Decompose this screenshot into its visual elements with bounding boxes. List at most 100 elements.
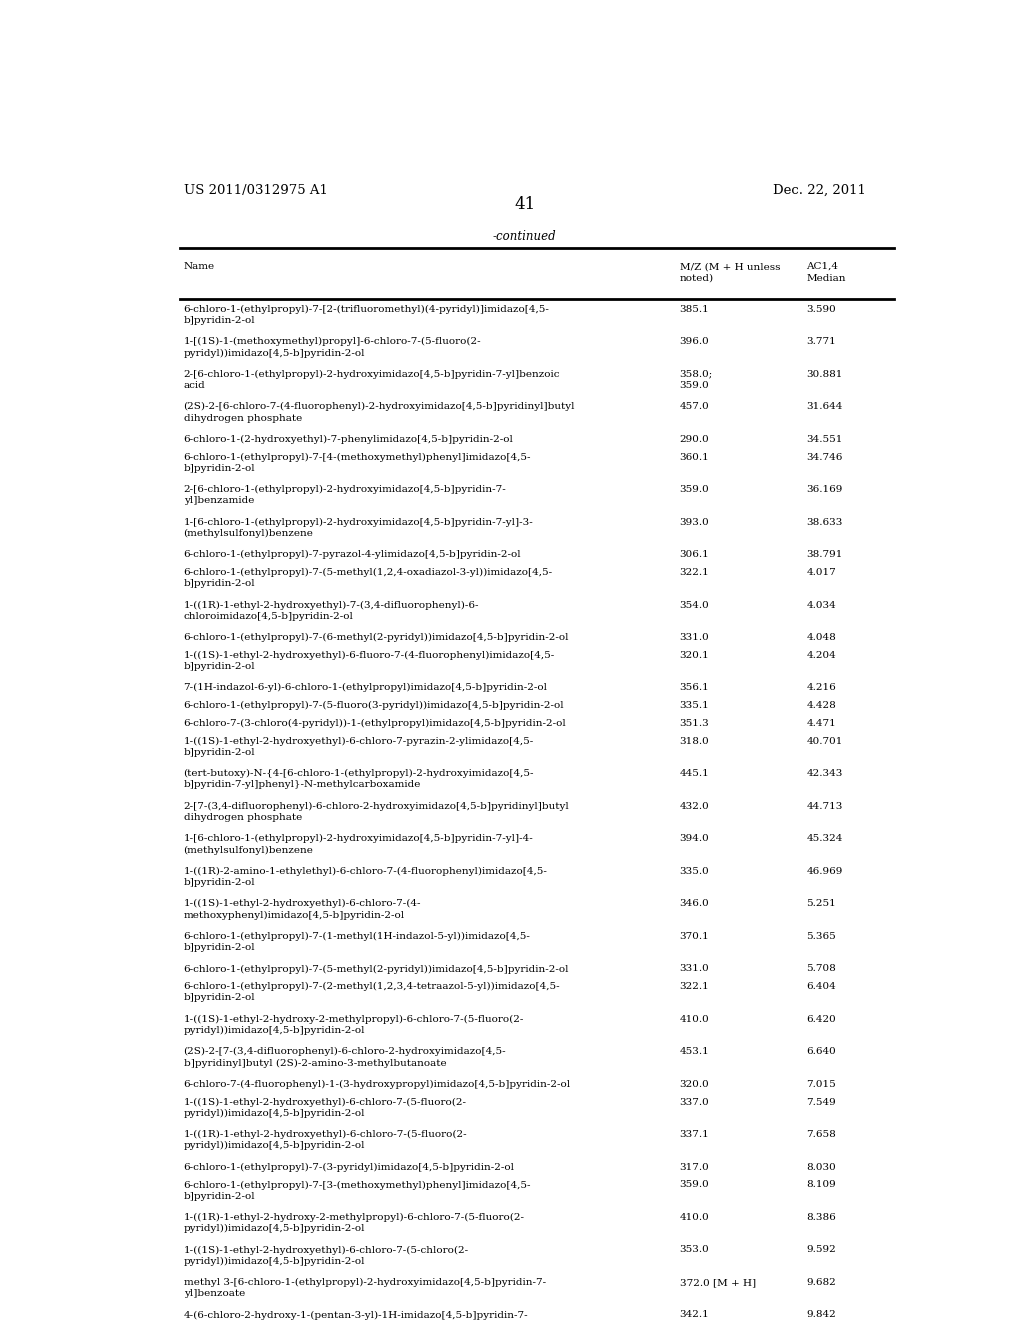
Text: 7-(1H-indazol-6-yl)-6-chloro-1-(ethylpropyl)imidazo[4,5-b]pyridin-2-ol: 7-(1H-indazol-6-yl)-6-chloro-1-(ethylpro… (183, 684, 548, 693)
Text: 1-((1S)-1-ethyl-2-hydroxyethyl)-6-chloro-7-(4-
methoxyphenyl)imidazo[4,5-b]pyrid: 1-((1S)-1-ethyl-2-hydroxyethyl)-6-chloro… (183, 899, 421, 920)
Text: 394.0: 394.0 (680, 834, 710, 843)
Text: 1-[6-chloro-1-(ethylpropyl)-2-hydroxyimidazo[4,5-b]pyridin-7-yl]-4-
(methylsulfo: 1-[6-chloro-1-(ethylpropyl)-2-hydroxyimi… (183, 834, 534, 854)
Text: 9.682: 9.682 (807, 1278, 837, 1287)
Text: 6-chloro-1-(ethylpropyl)-7-(3-pyridyl)imidazo[4,5-b]pyridin-2-ol: 6-chloro-1-(ethylpropyl)-7-(3-pyridyl)im… (183, 1163, 514, 1172)
Text: 6-chloro-1-(ethylpropyl)-7-[3-(methoxymethyl)phenyl]imidazo[4,5-
b]pyridin-2-ol: 6-chloro-1-(ethylpropyl)-7-[3-(methoxyme… (183, 1180, 531, 1201)
Text: 396.0: 396.0 (680, 338, 710, 346)
Text: 36.169: 36.169 (807, 486, 843, 494)
Text: 6-chloro-1-(ethylpropyl)-7-(5-fluoro(3-pyridyl))imidazo[4,5-b]pyridin-2-ol: 6-chloro-1-(ethylpropyl)-7-(5-fluoro(3-p… (183, 701, 564, 710)
Text: 342.1: 342.1 (680, 1311, 710, 1320)
Text: (2S)-2-[6-chloro-7-(4-fluorophenyl)-2-hydroxyimidazo[4,5-b]pyridinyl]butyl
dihyd: (2S)-2-[6-chloro-7-(4-fluorophenyl)-2-hy… (183, 403, 575, 422)
Text: 3.590: 3.590 (807, 305, 837, 314)
Text: 4.471: 4.471 (807, 719, 837, 727)
Text: 44.713: 44.713 (807, 801, 843, 810)
Text: 335.1: 335.1 (680, 701, 710, 710)
Text: 320.1: 320.1 (680, 651, 710, 660)
Text: 372.0 [M + H]: 372.0 [M + H] (680, 1278, 756, 1287)
Text: 6-chloro-1-(ethylpropyl)-7-[2-(trifluoromethyl)(4-pyridyl)]imidazo[4,5-
b]pyridi: 6-chloro-1-(ethylpropyl)-7-[2-(trifluoro… (183, 305, 550, 325)
Text: 6.420: 6.420 (807, 1015, 837, 1024)
Text: 6-chloro-1-(ethylpropyl)-7-(5-methyl(1,2,4-oxadiazol-3-yl))imidazo[4,5-
b]pyridi: 6-chloro-1-(ethylpropyl)-7-(5-methyl(1,2… (183, 568, 553, 589)
Text: 335.0: 335.0 (680, 867, 710, 876)
Text: 5.251: 5.251 (807, 899, 837, 908)
Text: 38.633: 38.633 (807, 517, 843, 527)
Text: 5.708: 5.708 (807, 965, 837, 973)
Text: 2-[7-(3,4-difluorophenyl)-6-chloro-2-hydroxyimidazo[4,5-b]pyridinyl]butyl
dihydr: 2-[7-(3,4-difluorophenyl)-6-chloro-2-hyd… (183, 801, 569, 822)
Text: 6.640: 6.640 (807, 1047, 837, 1056)
Text: (2S)-2-[7-(3,4-difluorophenyl)-6-chloro-2-hydroxyimidazo[4,5-
b]pyridinyl]butyl : (2S)-2-[7-(3,4-difluorophenyl)-6-chloro-… (183, 1047, 506, 1068)
Text: 356.1: 356.1 (680, 684, 710, 693)
Text: 1-((1S)-1-ethyl-2-hydroxyethyl)-6-chloro-7-(5-chloro(2-
pyridyl))imidazo[4,5-b]p: 1-((1S)-1-ethyl-2-hydroxyethyl)-6-chloro… (183, 1246, 469, 1266)
Text: -continued: -continued (493, 230, 557, 243)
Text: 4.034: 4.034 (807, 601, 837, 610)
Text: Dec. 22, 2011: Dec. 22, 2011 (773, 183, 866, 197)
Text: 432.0: 432.0 (680, 801, 710, 810)
Text: 7.658: 7.658 (807, 1130, 837, 1139)
Text: 6-chloro-1-(ethylpropyl)-7-[4-(methoxymethyl)phenyl]imidazo[4,5-
b]pyridin-2-ol: 6-chloro-1-(ethylpropyl)-7-[4-(methoxyme… (183, 453, 531, 473)
Text: 6-chloro-1-(ethylpropyl)-7-(2-methyl(1,2,3,4-tetraazol-5-yl))imidazo[4,5-
b]pyri: 6-chloro-1-(ethylpropyl)-7-(2-methyl(1,2… (183, 982, 560, 1002)
Text: 8.030: 8.030 (807, 1163, 837, 1172)
Text: 393.0: 393.0 (680, 517, 710, 527)
Text: 322.1: 322.1 (680, 568, 710, 577)
Text: AC1,4
Median: AC1,4 Median (807, 263, 846, 282)
Text: methyl 3-[6-chloro-1-(ethylpropyl)-2-hydroxyimidazo[4,5-b]pyridin-7-
yl]benzoate: methyl 3-[6-chloro-1-(ethylpropyl)-2-hyd… (183, 1278, 546, 1298)
Text: 34.746: 34.746 (807, 453, 843, 462)
Text: 1-((1R)-1-ethyl-2-hydroxyethyl)-7-(3,4-difluorophenyl)-6-
chloroimidazo[4,5-b]py: 1-((1R)-1-ethyl-2-hydroxyethyl)-7-(3,4-d… (183, 601, 479, 620)
Text: Name: Name (183, 263, 215, 271)
Text: 8.109: 8.109 (807, 1180, 837, 1189)
Text: 351.3: 351.3 (680, 719, 710, 727)
Text: 4.204: 4.204 (807, 651, 837, 660)
Text: 1-[6-chloro-1-(ethylpropyl)-2-hydroxyimidazo[4,5-b]pyridin-7-yl]-3-
(methylsulfo: 1-[6-chloro-1-(ethylpropyl)-2-hydroxyimi… (183, 517, 534, 539)
Text: 46.969: 46.969 (807, 867, 843, 876)
Text: 9.842: 9.842 (807, 1311, 837, 1320)
Text: 6-chloro-7-(3-chloro(4-pyridyl))-1-(ethylpropyl)imidazo[4,5-b]pyridin-2-ol: 6-chloro-7-(3-chloro(4-pyridyl))-1-(ethy… (183, 719, 566, 729)
Text: 410.0: 410.0 (680, 1213, 710, 1222)
Text: 1-((1R)-1-ethyl-2-hydroxyethyl)-6-chloro-7-(5-fluoro(2-
pyridyl))imidazo[4,5-b]p: 1-((1R)-1-ethyl-2-hydroxyethyl)-6-chloro… (183, 1130, 467, 1151)
Text: 1-((1S)-1-ethyl-2-hydroxyethyl)-6-chloro-7-(5-fluoro(2-
pyridyl))imidazo[4,5-b]p: 1-((1S)-1-ethyl-2-hydroxyethyl)-6-chloro… (183, 1097, 467, 1118)
Text: 1-((1S)-1-ethyl-2-hydroxy-2-methylpropyl)-6-chloro-7-(5-fluoro(2-
pyridyl))imida: 1-((1S)-1-ethyl-2-hydroxy-2-methylpropyl… (183, 1015, 524, 1035)
Text: 370.1: 370.1 (680, 932, 710, 941)
Text: 38.791: 38.791 (807, 550, 843, 560)
Text: 1-[(1S)-1-(methoxymethyl)propyl]-6-chloro-7-(5-fluoro(2-
pyridyl))imidazo[4,5-b]: 1-[(1S)-1-(methoxymethyl)propyl]-6-chlor… (183, 338, 481, 358)
Text: 331.0: 331.0 (680, 634, 710, 642)
Text: 4-(6-chloro-2-hydroxy-1-(pentan-3-yl)-1H-imidazo[4,5-b]pyridin-7-
yl)picolinitri: 4-(6-chloro-2-hydroxy-1-(pentan-3-yl)-1H… (183, 1311, 528, 1320)
Text: 322.1: 322.1 (680, 982, 710, 991)
Text: 6-chloro-1-(2-hydroxyethyl)-7-phenylimidazo[4,5-b]pyridin-2-ol: 6-chloro-1-(2-hydroxyethyl)-7-phenylimid… (183, 434, 513, 444)
Text: 1-((1R)-1-ethyl-2-hydroxy-2-methylpropyl)-6-chloro-7-(5-fluoro(2-
pyridyl))imida: 1-((1R)-1-ethyl-2-hydroxy-2-methylpropyl… (183, 1213, 524, 1233)
Text: 290.0: 290.0 (680, 434, 710, 444)
Text: 42.343: 42.343 (807, 770, 843, 779)
Text: 346.0: 346.0 (680, 899, 710, 908)
Text: 337.0: 337.0 (680, 1097, 710, 1106)
Text: 4.216: 4.216 (807, 684, 837, 693)
Text: 6.404: 6.404 (807, 982, 837, 991)
Text: 320.0: 320.0 (680, 1080, 710, 1089)
Text: 358.0;
359.0: 358.0; 359.0 (680, 370, 713, 389)
Text: 7.549: 7.549 (807, 1097, 837, 1106)
Text: 34.551: 34.551 (807, 434, 843, 444)
Text: 1-((1S)-1-ethyl-2-hydroxyethyl)-6-chloro-7-pyrazin-2-ylimidazo[4,5-
b]pyridin-2-: 1-((1S)-1-ethyl-2-hydroxyethyl)-6-chloro… (183, 737, 534, 756)
Text: 40.701: 40.701 (807, 737, 843, 746)
Text: 359.0: 359.0 (680, 486, 710, 494)
Text: 5.365: 5.365 (807, 932, 837, 941)
Text: 6-chloro-1-(ethylpropyl)-7-(6-methyl(2-pyridyl))imidazo[4,5-b]pyridin-2-ol: 6-chloro-1-(ethylpropyl)-7-(6-methyl(2-p… (183, 634, 569, 643)
Text: 360.1: 360.1 (680, 453, 710, 462)
Text: 6-chloro-1-(ethylpropyl)-7-(1-methyl(1H-indazol-5-yl))imidazo[4,5-
b]pyridin-2-o: 6-chloro-1-(ethylpropyl)-7-(1-methyl(1H-… (183, 932, 530, 952)
Text: 4.048: 4.048 (807, 634, 837, 642)
Text: 317.0: 317.0 (680, 1163, 710, 1172)
Text: 2-[6-chloro-1-(ethylpropyl)-2-hydroxyimidazo[4,5-b]pyridin-7-yl]benzoic
acid: 2-[6-chloro-1-(ethylpropyl)-2-hydroxyimi… (183, 370, 560, 389)
Text: 45.324: 45.324 (807, 834, 843, 843)
Text: US 2011/0312975 A1: US 2011/0312975 A1 (183, 183, 328, 197)
Text: 337.1: 337.1 (680, 1130, 710, 1139)
Text: (tert-butoxy)-N-{4-[6-chloro-1-(ethylpropyl)-2-hydroxyimidazo[4,5-
b]pyridin-7-y: (tert-butoxy)-N-{4-[6-chloro-1-(ethylpro… (183, 770, 535, 789)
Text: 1-((1S)-1-ethyl-2-hydroxyethyl)-6-fluoro-7-(4-fluorophenyl)imidazo[4,5-
b]pyridi: 1-((1S)-1-ethyl-2-hydroxyethyl)-6-fluoro… (183, 651, 555, 671)
Text: 331.0: 331.0 (680, 965, 710, 973)
Text: 7.015: 7.015 (807, 1080, 837, 1089)
Text: 6-chloro-7-(4-fluorophenyl)-1-(3-hydroxypropyl)imidazo[4,5-b]pyridin-2-ol: 6-chloro-7-(4-fluorophenyl)-1-(3-hydroxy… (183, 1080, 570, 1089)
Text: 3.771: 3.771 (807, 338, 837, 346)
Text: 359.0: 359.0 (680, 1180, 710, 1189)
Text: 453.1: 453.1 (680, 1047, 710, 1056)
Text: 4.017: 4.017 (807, 568, 837, 577)
Text: 4.428: 4.428 (807, 701, 837, 710)
Text: 31.644: 31.644 (807, 403, 843, 412)
Text: 353.0: 353.0 (680, 1246, 710, 1254)
Text: M/Z (M + H unless
noted): M/Z (M + H unless noted) (680, 263, 780, 282)
